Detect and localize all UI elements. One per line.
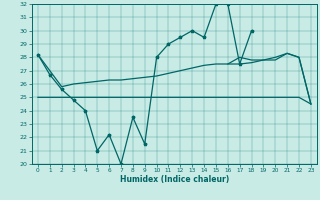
X-axis label: Humidex (Indice chaleur): Humidex (Indice chaleur) bbox=[120, 175, 229, 184]
